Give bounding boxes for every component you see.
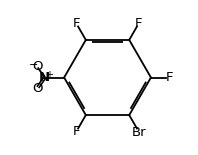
Text: O: O [32, 82, 42, 95]
Text: F: F [135, 17, 142, 30]
Text: F: F [73, 125, 80, 138]
Text: −: − [29, 60, 38, 70]
Text: +: + [45, 70, 53, 80]
Text: N: N [39, 71, 50, 84]
Text: O: O [32, 60, 42, 73]
Text: F: F [166, 71, 174, 84]
Text: Br: Br [132, 126, 147, 139]
Text: F: F [73, 17, 80, 30]
